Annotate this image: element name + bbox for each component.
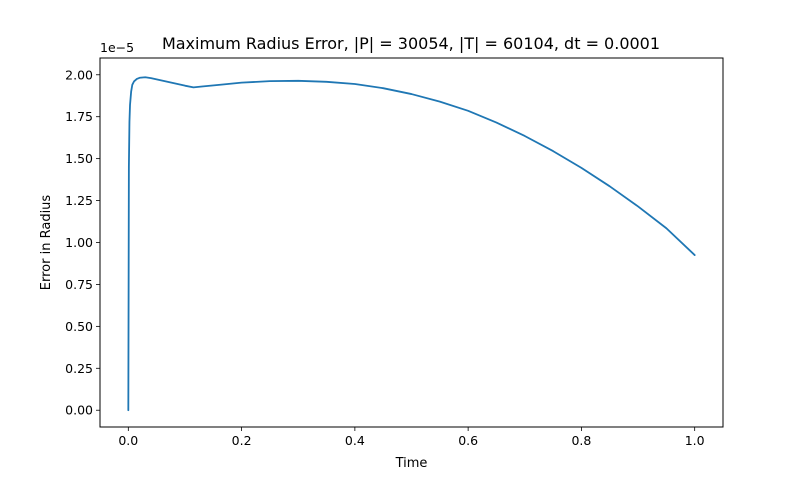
y-axis-label: Error in Radius	[39, 195, 54, 291]
y-tick-label: 0.25	[65, 361, 93, 376]
x-tick-label: 0.6	[458, 433, 478, 448]
y-tick-label: 1.25	[65, 193, 93, 208]
x-axis-label: Time	[395, 456, 428, 471]
x-tick-label: 0.2	[232, 433, 252, 448]
y-tick-label: 2.00	[65, 67, 93, 82]
y-tick-label: 0.50	[65, 319, 93, 334]
x-tick-label: 1.0	[685, 433, 705, 448]
x-tick-label: 0.8	[571, 433, 591, 448]
series-line	[127, 76, 696, 412]
chart-title: Maximum Radius Error, |P| = 30054, |T| =…	[162, 34, 660, 53]
y-tick-label: 0.75	[65, 277, 93, 292]
x-tick-label: 0.0	[118, 433, 138, 448]
y-tick-label: 1.50	[65, 151, 93, 166]
y-tick-label: 0.00	[65, 403, 93, 418]
x-tick-label: 0.4	[345, 433, 365, 448]
y-offset-label: 1e−5	[100, 40, 134, 55]
y-tick-label: 1.00	[65, 235, 93, 250]
plot-frame	[99, 57, 724, 428]
plot-area: 0.0 0.2 0.4 0.6 0.8 1.0 0.00 0.25 0.50 0.75 1.00 1.…	[65, 67, 705, 448]
y-tick-label: 1.75	[65, 109, 93, 124]
